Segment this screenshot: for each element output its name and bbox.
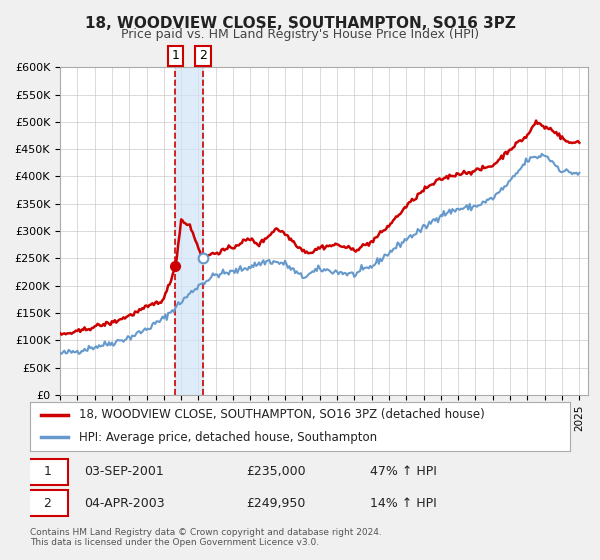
Text: 04-APR-2003: 04-APR-2003 <box>84 497 164 510</box>
FancyBboxPatch shape <box>28 459 68 484</box>
FancyBboxPatch shape <box>28 490 68 516</box>
Text: 1: 1 <box>172 49 179 62</box>
Text: Price paid vs. HM Land Registry's House Price Index (HPI): Price paid vs. HM Land Registry's House … <box>121 28 479 41</box>
Text: 14% ↑ HPI: 14% ↑ HPI <box>370 497 437 510</box>
Bar <box>175 67 203 395</box>
Text: £235,000: £235,000 <box>246 465 305 478</box>
Text: 1: 1 <box>43 465 51 478</box>
Text: 2: 2 <box>199 49 207 62</box>
Text: 18, WOODVIEW CLOSE, SOUTHAMPTON, SO16 3PZ: 18, WOODVIEW CLOSE, SOUTHAMPTON, SO16 3P… <box>85 16 515 31</box>
Text: 2: 2 <box>43 497 51 510</box>
Text: 47% ↑ HPI: 47% ↑ HPI <box>370 465 437 478</box>
Text: 18, WOODVIEW CLOSE, SOUTHAMPTON, SO16 3PZ (detached house): 18, WOODVIEW CLOSE, SOUTHAMPTON, SO16 3P… <box>79 408 484 421</box>
Text: Contains HM Land Registry data © Crown copyright and database right 2024.
This d: Contains HM Land Registry data © Crown c… <box>30 528 382 547</box>
Text: £249,950: £249,950 <box>246 497 305 510</box>
Text: 03-SEP-2001: 03-SEP-2001 <box>84 465 164 478</box>
Text: HPI: Average price, detached house, Southampton: HPI: Average price, detached house, Sout… <box>79 431 377 444</box>
